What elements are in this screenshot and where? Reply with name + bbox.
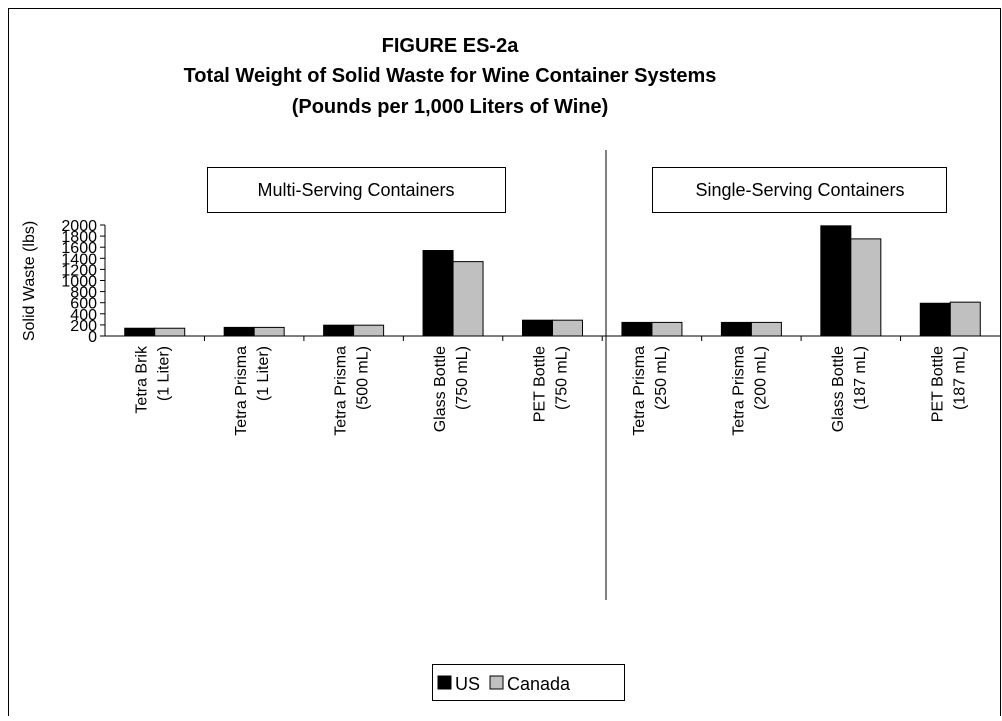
- x-tick-label: Glass Bottle: [830, 346, 847, 432]
- group-label: Multi-Serving Containers: [257, 180, 454, 200]
- bar: [452, 261, 484, 337]
- y-tick-label: 1000: [61, 274, 97, 291]
- x-tick-label: (500 mL): [355, 346, 372, 410]
- y-tick-label: 1400: [61, 251, 97, 268]
- y-axis-label: Solid Waste (lbs): [21, 221, 38, 341]
- chart-title: Total Weight of Solid Waste for Wine Con…: [184, 65, 717, 87]
- legend-label: Canada: [507, 674, 571, 694]
- bar: [522, 319, 553, 337]
- x-tick-label: Tetra Prisma: [333, 346, 350, 436]
- y-tick-label: 2000: [61, 218, 97, 235]
- bar: [919, 302, 951, 337]
- y-tick-label: 800: [70, 285, 97, 302]
- bar: [949, 301, 981, 337]
- x-tick-label: (200 mL): [752, 346, 769, 410]
- bar: [323, 324, 355, 337]
- x-tick-label: Tetra Prisma: [730, 346, 747, 436]
- x-tick-label: Tetra Brik: [134, 345, 151, 414]
- x-tick-label: PET Bottle: [532, 346, 549, 422]
- legend-label: US: [455, 674, 480, 694]
- x-tick-label: (1 Liter): [255, 346, 272, 401]
- x-tick-label: Tetra Prisma: [631, 346, 648, 436]
- group-box: [207, 167, 506, 213]
- x-tick-label: (187 mL): [852, 346, 869, 410]
- x-tick-label: (750 mL): [554, 346, 571, 410]
- y-tick-label: 400: [70, 307, 97, 324]
- bar: [422, 250, 454, 337]
- bar: [552, 319, 583, 337]
- x-tick-label: Glass Bottle: [432, 346, 449, 432]
- legend-swatch: [489, 675, 504, 690]
- legend-swatch: [437, 675, 452, 690]
- group-label: Single-Serving Containers: [695, 180, 904, 200]
- chart-title: (Pounds per 1,000 Liters of Wine): [292, 96, 609, 118]
- x-tick-label: (1 Liter): [156, 346, 173, 401]
- x-tick-label: (187 mL): [951, 346, 968, 410]
- bar: [651, 321, 683, 337]
- bar: [223, 326, 255, 337]
- x-tick-label: Tetra Prisma: [233, 346, 250, 436]
- group-box: [652, 167, 947, 213]
- bar: [621, 321, 653, 337]
- bar: [720, 321, 752, 337]
- x-tick-label: (250 mL): [653, 346, 670, 410]
- bar: [353, 324, 385, 337]
- y-tick-label: 0: [88, 329, 97, 346]
- x-tick-label: (750 mL): [454, 346, 471, 410]
- chart-frame: [8, 8, 1001, 721]
- chart-title: FIGURE ES-2a: [382, 35, 520, 57]
- y-tick-label: 1200: [61, 262, 97, 279]
- y-tick-label: 200: [70, 318, 97, 335]
- bar: [750, 321, 782, 337]
- bar: [253, 326, 285, 337]
- bar: [124, 327, 156, 337]
- bar: [850, 238, 882, 337]
- x-tick-label: PET Bottle: [929, 346, 946, 422]
- y-tick-label: 1800: [61, 229, 97, 246]
- legend: [432, 664, 625, 701]
- bar: [154, 327, 186, 337]
- y-tick-label: 600: [70, 296, 97, 313]
- y-tick-label: 1600: [61, 240, 97, 257]
- bar: [820, 225, 852, 337]
